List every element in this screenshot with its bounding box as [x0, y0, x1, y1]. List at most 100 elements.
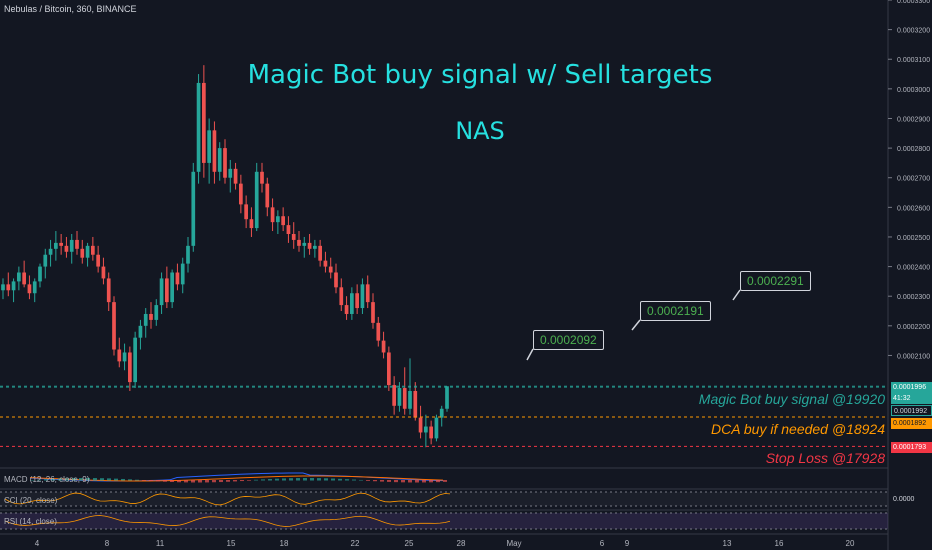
candle-body [313, 245, 317, 249]
candle-body [170, 272, 174, 303]
chart-title: Magic Bot buy signal w/ Sell targets [247, 60, 713, 90]
time-axis: 4 8 11 15 18 22 25 28 May 6 9 13 16 20 [0, 533, 888, 548]
time-tick-label: 18 [280, 539, 289, 548]
price-tick-label: 0.0002700 [897, 176, 930, 183]
countdown-tag: 41:32 [891, 393, 932, 404]
current-price-tag: 0.0001996 [891, 382, 932, 393]
candle-body [344, 305, 349, 314]
candle-body [365, 284, 370, 303]
candle-body [334, 272, 338, 288]
candle-body [387, 352, 391, 386]
macd-histogram-bar [86, 478, 90, 481]
candle-body [112, 302, 116, 350]
cci-label[interactable]: CCI (20, close) [4, 496, 58, 505]
candle-body [360, 284, 365, 309]
candle-body [207, 130, 211, 163]
candle-body [408, 390, 412, 409]
candle-body [85, 245, 90, 258]
sell-target-1[interactable]: 0.0002092 [533, 330, 604, 350]
candle-body [286, 225, 291, 234]
macd-histogram-bar [233, 480, 237, 482]
chart-subtitle: NAS [455, 117, 505, 145]
macd-histogram-bar [226, 480, 230, 482]
candle-body [165, 278, 169, 303]
macd-histogram-bar [191, 480, 195, 483]
sell-target-2[interactable]: 0.0002191 [640, 301, 711, 321]
candle-body [265, 183, 270, 208]
macd-label[interactable]: MACD (12, 26, close, 9) [4, 475, 90, 484]
price-tick-label: 0.0002400 [897, 265, 930, 272]
time-tick-label: 22 [351, 539, 360, 548]
macd-histogram-bar [408, 480, 412, 483]
candle-body [27, 284, 32, 294]
symbol-header[interactable]: Nebulas / Bitcoin, 360, BINANCE [4, 4, 137, 14]
macd-histogram-bar [394, 480, 398, 483]
candle-body [133, 337, 137, 383]
macd-histogram-bar [114, 478, 118, 481]
rsi-band [0, 513, 888, 529]
macd-histogram-bar [100, 478, 104, 481]
target-pointer [631, 319, 641, 331]
time-tick-label: 15 [227, 539, 236, 548]
candle-body [159, 278, 164, 306]
candle-body [270, 207, 275, 223]
candle-body [260, 171, 264, 184]
macd-histogram-bar [373, 480, 377, 482]
candle-body [233, 168, 238, 184]
candle-body [32, 281, 37, 294]
sell-target-3[interactable]: 0.0002291 [740, 271, 811, 291]
candle-body [429, 426, 433, 439]
candle-body [80, 248, 85, 258]
candle-body [318, 245, 322, 261]
macd-histogram-bar [317, 478, 321, 481]
indicator-panes [0, 467, 888, 530]
candle-body [239, 183, 243, 205]
macd-histogram-bar [163, 480, 167, 482]
time-tick-label: May [506, 539, 521, 548]
macd-histogram-bar [142, 480, 146, 481]
candle-body [249, 219, 254, 229]
candle-body [149, 313, 153, 320]
macd-histogram-bar [296, 478, 300, 481]
price-tick-label: 0.0002800 [897, 146, 930, 153]
candle-body [128, 352, 132, 383]
candle-body [64, 245, 69, 252]
macd-histogram-bar [30, 480, 34, 481]
macd-histogram-bar [415, 480, 419, 483]
candle-body [328, 266, 333, 273]
candle-body [302, 242, 307, 246]
macd-histogram-bar [345, 479, 349, 481]
candle-body [244, 204, 248, 220]
candle-body [180, 263, 185, 285]
cci-band [0, 492, 888, 506]
price-tick-label: 0.0002600 [897, 205, 930, 212]
time-tick-label: 28 [457, 539, 466, 548]
candle-body [223, 148, 227, 178]
macd-histogram-bar [282, 478, 286, 481]
macd-histogram-bar [212, 480, 216, 483]
macd-histogram-bar [93, 478, 97, 481]
buy-signal-price-tag: 0.0001992 [891, 405, 932, 416]
macd-histogram-bar [121, 478, 125, 481]
candle-body [6, 284, 11, 291]
buy-signal-label: Magic Bot buy signal @19920 [698, 391, 885, 407]
price-tick-label: 0.0002200 [897, 324, 930, 331]
price-tick-label: 0.0002900 [897, 116, 930, 123]
candle-body [175, 272, 180, 285]
time-tick-label: 4 [35, 539, 40, 548]
candle-body [402, 388, 407, 409]
candle-body [75, 239, 79, 249]
macd-histogram-bar [184, 480, 188, 483]
candle-body [91, 245, 95, 255]
candle-body [228, 168, 233, 178]
time-tick-label: 20 [846, 539, 855, 548]
candle-body [434, 417, 439, 439]
macd-histogram-bar [219, 480, 223, 483]
candle-body [59, 242, 63, 246]
cci-price-tag: 0.0000 [893, 496, 915, 503]
rsi-label[interactable]: RSI (14, close) [4, 517, 57, 526]
stop-loss-price-tag: 0.0001793 [891, 442, 932, 453]
macd-histogram-bar [303, 478, 307, 481]
candle-body [350, 293, 354, 314]
price-tick-label: 0.0003200 [897, 28, 930, 35]
